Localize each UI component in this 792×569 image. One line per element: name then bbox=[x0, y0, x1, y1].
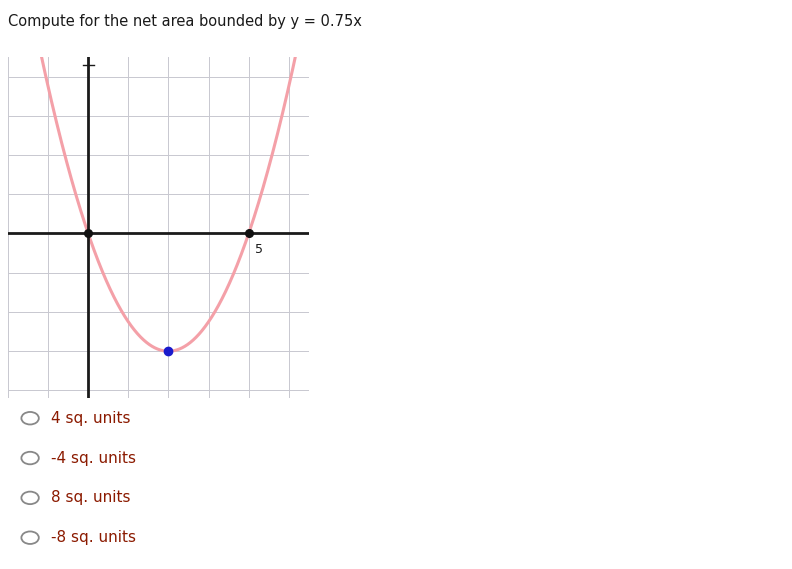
Text: Compute for the net area bounded by y = 0.75x: Compute for the net area bounded by y = … bbox=[8, 14, 362, 29]
Text: 5: 5 bbox=[255, 244, 263, 256]
Text: -4 sq. units: -4 sq. units bbox=[51, 451, 136, 465]
Text: 4 sq. units: 4 sq. units bbox=[51, 411, 131, 426]
Text: -8 sq. units: -8 sq. units bbox=[51, 530, 136, 545]
Text: 8 sq. units: 8 sq. units bbox=[51, 490, 131, 505]
